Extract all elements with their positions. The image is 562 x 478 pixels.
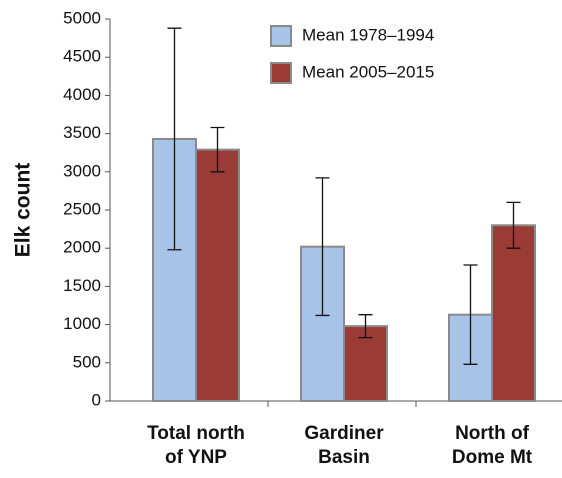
bar	[491, 224, 536, 402]
legend-swatch	[270, 62, 292, 84]
x-tick-label: Gardiner	[304, 423, 384, 444]
x-tick-label: North of	[455, 423, 530, 444]
y-axis-label: Elk count	[12, 163, 35, 258]
y-tick-label: 2500	[63, 199, 101, 218]
error-bar	[167, 27, 182, 251]
legend-swatch	[270, 25, 292, 47]
y-tick-label: 0	[92, 390, 101, 409]
y-tick-label: 2000	[63, 238, 101, 257]
error-bar	[506, 201, 521, 249]
y-tick-label: 4000	[63, 85, 101, 104]
error-bar	[210, 126, 225, 173]
y-tick-label: 1500	[63, 276, 101, 295]
error-bar	[358, 314, 373, 339]
y-tick-label: 3500	[63, 123, 101, 142]
x-tick-label: of YNP	[165, 447, 227, 468]
y-tick-label: 1000	[63, 314, 101, 333]
x-tick-label: Basin	[318, 447, 370, 468]
bar	[195, 148, 240, 402]
y-tick-label: 5000	[63, 8, 101, 27]
error-bar	[315, 177, 330, 317]
x-tick-label: Total north	[147, 423, 245, 444]
legend-label: Mean 2005–2015	[302, 62, 434, 81]
y-tick-label: 500	[73, 352, 101, 371]
legend-label: Mean 1978–1994	[302, 25, 434, 44]
error-bar	[463, 264, 478, 365]
y-tick-label: 3000	[63, 161, 101, 180]
x-tick-label: Dome Mt	[452, 447, 533, 468]
y-tick-label: 4500	[63, 47, 101, 66]
